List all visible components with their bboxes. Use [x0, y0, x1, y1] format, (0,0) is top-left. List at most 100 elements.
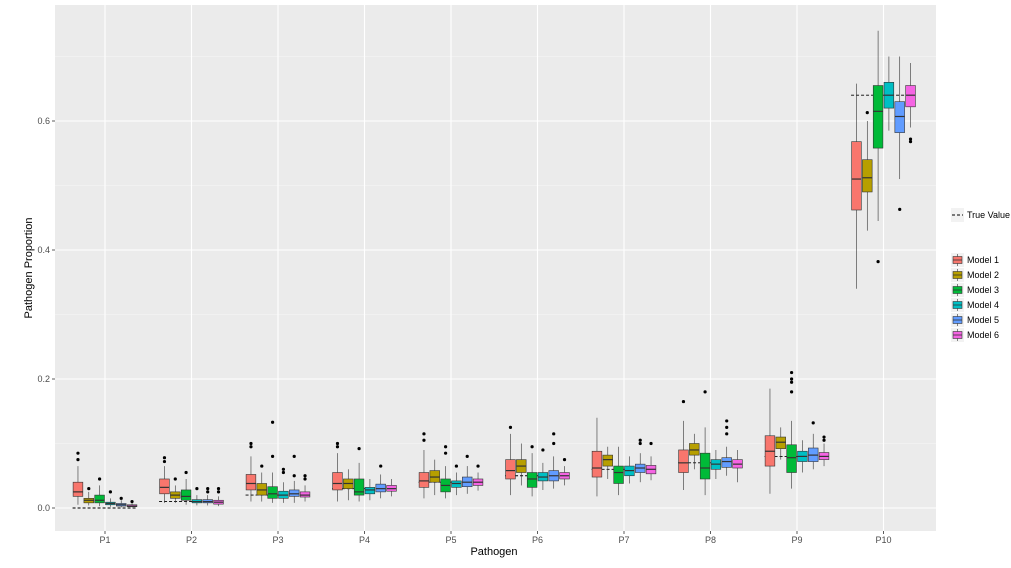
outlier-point	[379, 464, 383, 468]
box-model-5-p8	[721, 419, 732, 476]
outlier-point	[260, 464, 264, 468]
box-body	[894, 101, 905, 133]
outlier-point	[638, 441, 642, 446]
x-tick-label-p5: P5	[445, 535, 456, 545]
x-tick-label-p6: P6	[532, 535, 543, 545]
box-model-6-p8	[732, 449, 743, 483]
outlier-point	[476, 464, 480, 468]
outlier-point	[173, 477, 177, 481]
box-model-3-p10	[872, 30, 884, 264]
box-model-6-p1	[126, 499, 138, 508]
box-body	[289, 489, 300, 497]
box-body	[775, 436, 786, 449]
outlier-point	[552, 441, 556, 446]
box-model-6-p9	[818, 435, 830, 467]
legend-label-model-5: Model 5	[967, 315, 999, 325]
box-model-4-p6	[537, 448, 549, 490]
outlier-point	[465, 454, 469, 458]
outlier-point	[303, 477, 307, 481]
outlier-point	[422, 432, 426, 436]
outlier-point	[335, 441, 340, 446]
box-model-1-p4	[332, 441, 343, 502]
box-model-6-p6	[559, 458, 570, 486]
box-model-5-p1	[116, 496, 127, 508]
x-tick-label-p7: P7	[618, 535, 629, 545]
y-axis-title: Pathogen Proportion	[23, 218, 35, 319]
outlier-point	[638, 438, 642, 442]
outlier-point	[303, 474, 307, 478]
box-body	[678, 449, 689, 473]
outlier-point	[562, 458, 567, 462]
box-body	[72, 481, 84, 497]
box-model-4-p1	[105, 490, 116, 507]
legend-label-model-6: Model 6	[967, 330, 999, 340]
box-model-2-p3	[256, 464, 267, 502]
box-model-4-p3	[278, 467, 289, 503]
legend-label-model-4: Model 4	[967, 300, 999, 310]
box-model-3-p3	[267, 420, 278, 503]
outlier-point	[908, 140, 913, 144]
outlier-point	[454, 464, 459, 468]
outlier-point	[725, 419, 729, 423]
box-model-5-p2	[202, 487, 213, 506]
box-model-5-p4	[375, 464, 386, 499]
outlier-point	[162, 456, 167, 460]
x-tick-label-p8: P8	[705, 535, 716, 545]
outlier-point	[97, 477, 102, 481]
outlier-point	[876, 260, 880, 264]
outlier-point	[422, 438, 426, 442]
outlier-point	[552, 432, 556, 436]
box-model-3-p7	[613, 446, 624, 496]
box-model-4-p10	[883, 56, 895, 131]
outlier-point	[216, 490, 221, 494]
y-tick-label: 0.2	[37, 374, 50, 384]
outlier-point	[822, 438, 826, 442]
box-body	[786, 444, 797, 473]
box-model-4-p7	[624, 456, 635, 484]
outlier-point	[508, 425, 513, 429]
outlier-point	[649, 441, 653, 446]
box-model-3-p9	[786, 370, 797, 489]
box-model-4-p2	[191, 487, 203, 506]
outlier-point	[822, 435, 826, 439]
box-body	[332, 472, 343, 491]
outlier-point	[703, 390, 707, 394]
y-axis: 0.0 0.2 0.4 0.6	[37, 116, 55, 513]
legend-reference: True Value	[951, 208, 1010, 222]
box-series	[72, 30, 916, 508]
outlier-point	[162, 459, 167, 464]
x-axis: P1 P2 P3 P4 P5 P6 P7 P8 P9 P10	[99, 531, 892, 545]
legend-label-model-3: Model 3	[967, 285, 999, 295]
box-body	[872, 85, 884, 149]
outlier-point	[789, 370, 794, 375]
box-body	[451, 480, 462, 488]
box-model-4-p4	[364, 478, 376, 501]
legend: Model 1 Model 2 Model 3 Model 4 Model 5 Model…	[951, 253, 999, 342]
box-model-1-p6	[505, 425, 516, 496]
x-tick-label-p10: P10	[875, 535, 891, 545]
y-tick-label: 0.4	[37, 245, 50, 255]
outlier-point	[292, 454, 296, 458]
outlier-point	[541, 448, 545, 452]
box-model-5-p9	[808, 421, 819, 470]
box-body	[851, 141, 862, 211]
outlier-point	[357, 447, 361, 451]
outlier-point	[108, 490, 113, 494]
outlier-point	[206, 487, 210, 491]
box-model-2-p5	[429, 459, 440, 496]
box-body	[699, 452, 711, 480]
box-model-1-p1	[72, 451, 84, 505]
outlier-point	[681, 399, 686, 404]
box-model-3-p2	[180, 470, 192, 505]
outlier-point	[908, 137, 913, 141]
box-model-2-p9	[775, 427, 786, 460]
outlier-point	[184, 470, 188, 475]
box-body	[245, 474, 257, 491]
x-tick-label-p3: P3	[272, 535, 283, 545]
outlier-point	[249, 445, 253, 449]
x-axis-title: Pathogen	[470, 546, 517, 558]
box-model-1-p3	[245, 441, 257, 502]
box-model-6-p5	[472, 464, 484, 491]
outlier-point	[443, 451, 448, 455]
